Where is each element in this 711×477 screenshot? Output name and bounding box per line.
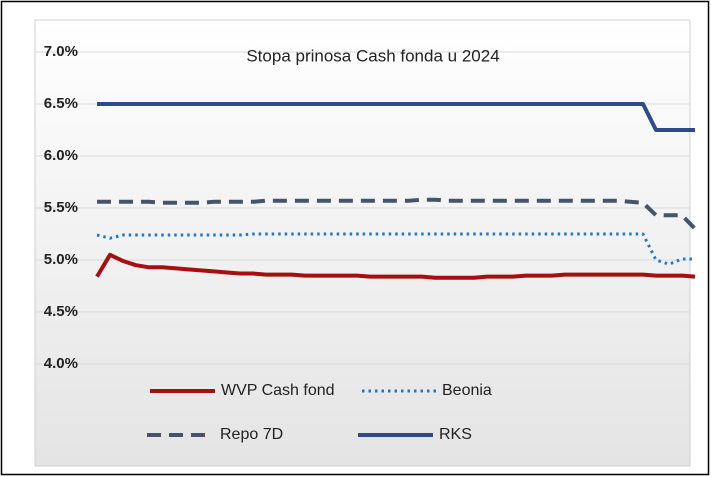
y-tick-label: 5.0% (44, 251, 78, 268)
y-tick-label: 4.0% (44, 355, 78, 372)
y-tick-label: 4.5% (44, 303, 78, 320)
series-line (95, 252, 696, 280)
legend-label: Repo 7D (220, 426, 283, 443)
y-tick-label: 5.5% (44, 199, 78, 216)
grid: 4.0% 4.5% 5.0% 5.5% 6.0% 6.5% 7.0% (35, 43, 690, 372)
chart-title: Stopa prinosa Cash fonda u 2024 (246, 46, 499, 65)
legend-label: RKS (439, 426, 472, 443)
series-line (97, 197, 697, 231)
y-tick-label: 6.0% (44, 147, 78, 164)
legend-label: Beonia (442, 382, 492, 399)
plot-area (34, 19, 691, 467)
y-tick-label: 6.5% (44, 95, 78, 112)
series-line (96, 232, 695, 266)
lines (95, 102, 697, 280)
legend-label: WVP Cash fond (221, 382, 335, 399)
y-tick-label: 7.0% (44, 43, 78, 60)
legend: WVP Cash fond Beonia Repo 7D RKS (147, 382, 492, 443)
series-line (97, 102, 695, 132)
